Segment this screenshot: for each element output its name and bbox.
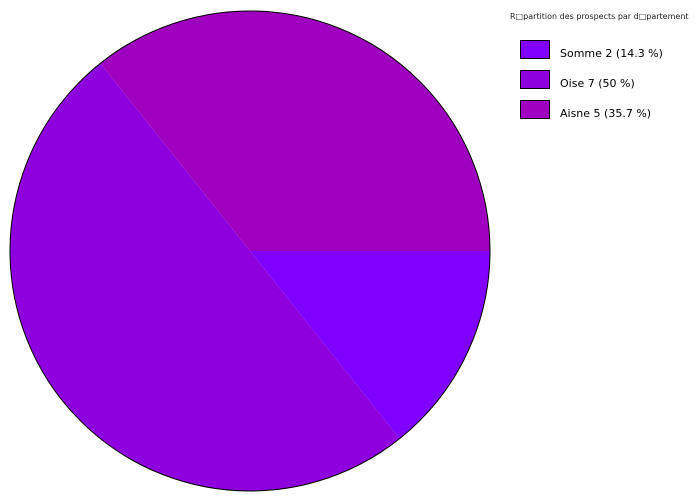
pie-slice-2 xyxy=(100,11,490,252)
legend-swatch xyxy=(520,100,550,119)
legend-label: Somme 2 (14.3 %) xyxy=(560,47,663,60)
pie-outline xyxy=(9,10,491,492)
legend-swatch xyxy=(520,70,550,89)
chart-title: R□partition des prospects par d□partemen… xyxy=(510,12,689,21)
pie-slice-0 xyxy=(250,251,490,439)
legend-label: Aisne 5 (35.7 %) xyxy=(560,107,652,120)
pie-slice-1 xyxy=(10,63,400,491)
legend-swatch xyxy=(520,40,550,59)
legend-label: Oise 7 (50 %) xyxy=(560,77,635,90)
